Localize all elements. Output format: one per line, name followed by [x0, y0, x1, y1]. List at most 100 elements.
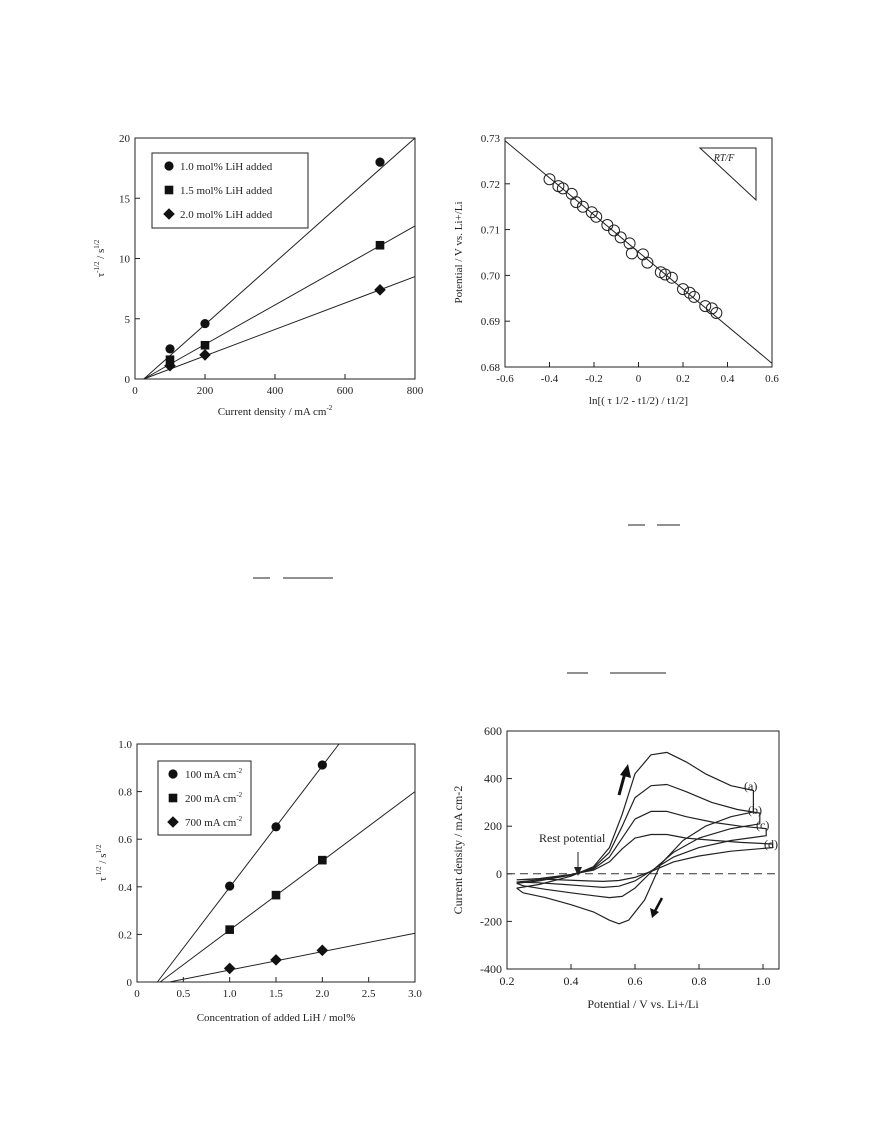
data-point	[223, 962, 236, 975]
y-tick-label: 10	[119, 254, 131, 266]
y-axis-label: τ 1/2 / s1/2	[95, 844, 109, 881]
data-point	[543, 173, 556, 186]
x-tick-label: 600	[337, 385, 354, 397]
data-point	[683, 286, 696, 299]
x-tick-label: 800	[407, 385, 424, 397]
data-point	[705, 302, 718, 315]
y-tick-label: 0.6	[118, 834, 132, 846]
page-fraction-bar-marks	[253, 524, 680, 674]
data-point	[270, 954, 282, 966]
data-point	[165, 344, 175, 354]
x-tick-label: 3.0	[408, 988, 422, 1000]
fit-line	[159, 791, 416, 983]
chart-transition-time-vs-lih-concentration: 0 0.5 1.0 1.5 2.0 2.5 3.0 0 0.2 0.4 0.6 0.8 1.0 Conce…	[95, 739, 422, 1024]
x-tick-label: 0.4	[721, 373, 735, 385]
data-point	[556, 182, 569, 195]
y-tick-label: 200	[484, 819, 502, 833]
x-tick-label: 0	[134, 988, 140, 1000]
fit-line	[143, 225, 416, 380]
x-axis-label: Potential / V vs. Li+/Li	[587, 997, 699, 1011]
data-point	[585, 206, 598, 219]
data-point	[164, 359, 176, 372]
curve-label: (b)	[748, 803, 762, 817]
data-point	[271, 890, 281, 900]
x-axis-label: ln[( τ 1/2 - t1/2) / t1/2]	[589, 395, 688, 407]
legend-label: 2.0 mol% LiH added	[180, 209, 273, 221]
slope-annotation: RT/F	[713, 153, 735, 164]
legend-marker	[168, 793, 178, 803]
legend-marker	[168, 769, 178, 779]
y-tick-label: 0.8	[118, 787, 132, 799]
data-point	[688, 290, 701, 303]
x-tick-label: 2.5	[362, 988, 376, 1000]
x-tick-label: 0.5	[176, 988, 190, 1000]
data-point	[623, 237, 636, 250]
data-point	[565, 187, 578, 200]
data-point	[317, 760, 327, 770]
chart-potential-vs-log-ratio: -0.6 -0.4 -0.2 0 0.2 0.4 0.6 0.68 0.69 0.70 0.71 0.…	[453, 133, 779, 407]
x-tick-label: 0.4	[564, 974, 579, 988]
rest-potential-arrowhead	[574, 867, 582, 876]
data-point	[576, 200, 589, 213]
data-point	[375, 157, 385, 167]
data-point	[316, 944, 329, 957]
cv-curve	[516, 783, 761, 899]
y-tick-label: 0	[496, 867, 502, 881]
data-point	[625, 247, 638, 260]
y-tick-label: 20	[119, 133, 131, 145]
x-axis-label: Concentration of added LiH / mol%	[197, 1012, 356, 1024]
sweep-up-arrowhead	[620, 764, 631, 778]
x-tick-label: 1.0	[756, 974, 771, 988]
y-tick-label: 0	[127, 977, 133, 989]
data-point	[636, 248, 649, 261]
y-tick-label: 0.2	[118, 929, 132, 941]
cv-curve	[516, 833, 774, 883]
data-point	[590, 210, 603, 223]
legend-label: 700 mA cm-2	[185, 815, 243, 829]
y-tick-label: 0	[125, 374, 131, 386]
sweep-down-arrow	[653, 897, 664, 912]
y-tick-label: 600	[484, 724, 502, 738]
y-tick-label: 15	[119, 193, 131, 205]
data-point	[374, 284, 386, 296]
data-point	[614, 231, 627, 244]
fit-line	[504, 140, 773, 364]
data-point	[200, 318, 210, 329]
data-point	[225, 881, 235, 891]
legend-box	[151, 152, 309, 229]
rest-potential-annotation: Rest potential	[539, 831, 606, 845]
y-tick-label: 0.71	[481, 225, 500, 237]
y-tick-label: 5	[125, 314, 131, 326]
x-tick-label: -0.2	[585, 373, 602, 385]
data-point	[199, 349, 211, 361]
x-tick-label: 0	[636, 373, 642, 385]
data-point	[608, 224, 621, 237]
slope-triangle	[698, 147, 757, 202]
y-tick-label: 0.68	[481, 362, 501, 374]
legend-label: 200 mA cm-2	[185, 791, 243, 805]
legend-marker	[167, 816, 179, 828]
data-point	[165, 355, 175, 365]
data-point	[271, 822, 281, 832]
x-tick-label: -0.6	[496, 373, 514, 385]
data-point	[318, 855, 327, 865]
legend-label: 1.0 mol% LiH added	[180, 161, 273, 173]
cv-curve	[516, 810, 767, 889]
data-point	[200, 340, 210, 350]
data-point	[659, 268, 672, 281]
data-point	[677, 283, 689, 296]
x-tick-label: 0.6	[628, 974, 643, 988]
data-point	[570, 196, 583, 209]
data-point	[699, 300, 712, 313]
y-tick-label: 0.69	[481, 316, 501, 328]
legend-marker	[164, 185, 174, 195]
curve-label: (c)	[756, 818, 769, 832]
x-tick-label: 0.8	[692, 974, 707, 988]
y-tick-label: 1.0	[118, 739, 132, 751]
data-point	[641, 256, 654, 269]
curve-label: (d)	[764, 837, 778, 851]
data-point	[225, 925, 234, 934]
y-tick-label: -200	[480, 914, 502, 928]
x-axis-label: Current density / mA cm-2	[218, 404, 333, 418]
legend-marker	[163, 208, 175, 220]
